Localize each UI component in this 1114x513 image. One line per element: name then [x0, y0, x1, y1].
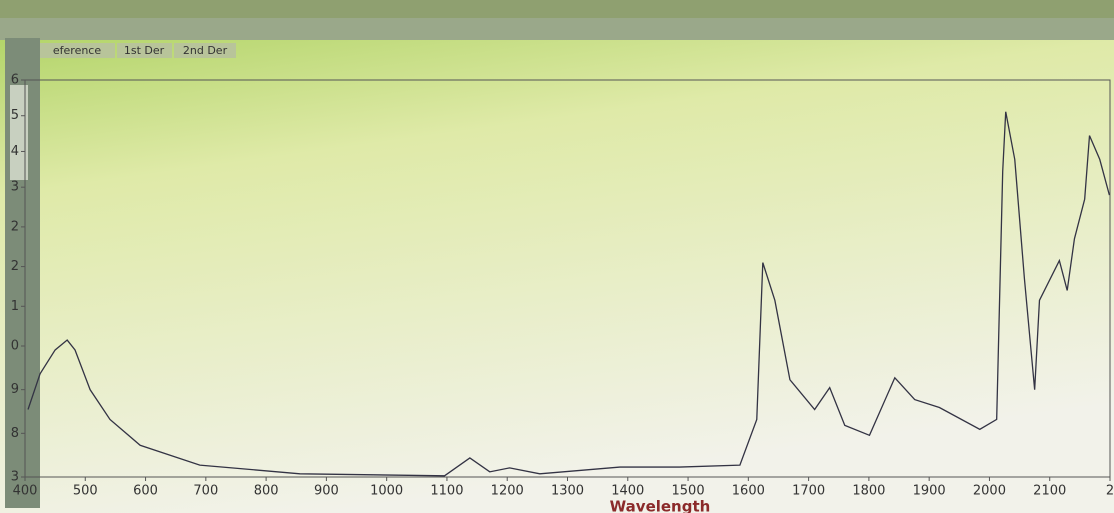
x-tick-label: 500: [73, 484, 98, 499]
y-tick-label: 3: [11, 470, 19, 485]
x-tick-label: 1200: [491, 484, 524, 499]
x-tick-label: 1800: [852, 484, 885, 499]
x-tick-label: 900: [314, 484, 339, 499]
y-tick-label: 2: [11, 259, 19, 274]
x-tick-label: 400: [13, 484, 38, 499]
x-axis-label: Wavelength: [610, 498, 711, 513]
y-tick-label: 5: [11, 108, 19, 123]
x-tick-label: 700: [193, 484, 218, 499]
y-tick-label: 8: [11, 426, 19, 441]
y-tick-label: 9: [11, 382, 19, 397]
tab-label[interactable]: 1st Der: [124, 44, 165, 57]
x-tick-label: 1400: [611, 484, 644, 499]
y-tick-label: 0: [11, 338, 19, 353]
tabs: eference 1st Der 2nd Der: [40, 43, 236, 58]
background: [0, 0, 1114, 513]
x-tick-label: 800: [254, 484, 279, 499]
x-tick-label: 1600: [732, 484, 765, 499]
title-bar: [0, 18, 1114, 40]
x-tick-label: 1700: [792, 484, 825, 499]
y-tick-label: 1: [11, 299, 19, 314]
x-tick-label: 600: [133, 484, 158, 499]
x-tick-label: 2000: [973, 484, 1006, 499]
x-tick-label: 1300: [551, 484, 584, 499]
x-tick-label: 1900: [913, 484, 946, 499]
y-tick-label: 3: [11, 180, 19, 195]
y-tick-label: 2: [11, 219, 19, 234]
y-tick-label: 4: [11, 144, 19, 159]
x-tick-label: 1500: [672, 484, 705, 499]
x-tick-label: 1100: [430, 484, 463, 499]
y-tick-label: 6: [11, 73, 19, 88]
x-tick-label: 2100: [1033, 484, 1066, 499]
tab-label[interactable]: eference: [53, 44, 101, 57]
x-tick-label: 2: [1106, 484, 1114, 499]
tab-label[interactable]: 2nd Der: [183, 44, 228, 57]
screen: eference 1st Der 2nd Der Wavelength 3890…: [0, 0, 1114, 513]
toolbar: [0, 0, 1114, 18]
x-tick-label: 1000: [370, 484, 403, 499]
